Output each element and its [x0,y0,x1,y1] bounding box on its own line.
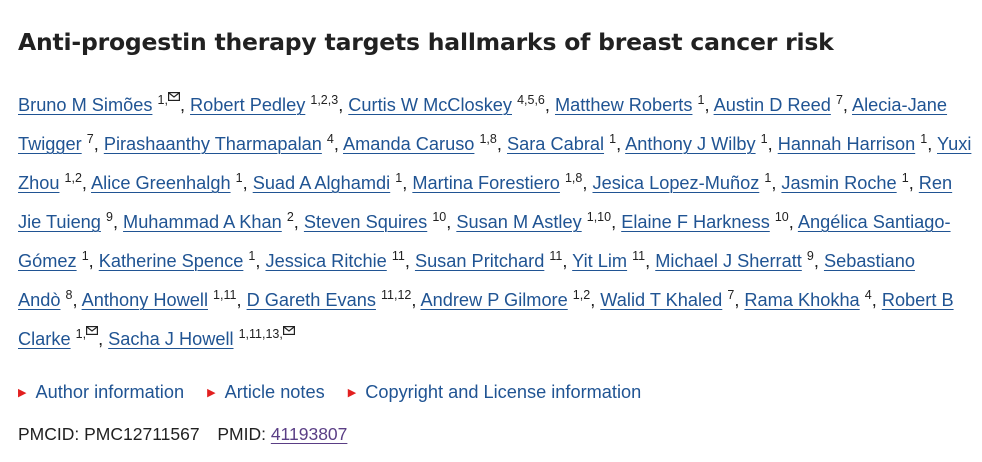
affiliation-marker: 10 [774,210,789,225]
affiliation-marker: 1 [248,249,256,264]
author-link-ren-jie-tuieng[interactable]: Ren Jie Tuieng [18,173,953,232]
author-link-curtis-w-mccloskey[interactable]: Curtis W McCloskey [348,95,512,115]
affiliation-marker: 1, [157,93,168,108]
affiliation-marker: 1 [760,132,768,147]
author-link-suad-a-alghamdi[interactable]: Suad A Alghamdi [252,173,391,193]
envelope-icon[interactable] [86,326,99,335]
affiliation-marker: 1 [920,132,928,147]
author-information-toggle[interactable]: ▶ Author information [18,382,184,403]
affiliation-marker: 1,2 [64,171,82,186]
copyright-license-label: Copyright and License information [365,382,642,402]
affiliation-marker: 1,11 [213,288,237,303]
affiliation-marker: 9 [806,249,814,264]
author-link-susan-m-astley[interactable]: Susan M Astley [456,212,582,232]
author-link-anthony-j-wilby[interactable]: Anthony J Wilby [625,134,756,154]
affiliation-marker: 4 [326,132,334,147]
author-link-jasmin-roche[interactable]: Jasmin Roche [781,173,897,193]
affiliation-marker: 4,5,6 [517,93,545,108]
affiliation-marker: 2 [286,210,294,225]
affiliation-marker: 1 [901,171,909,186]
affiliation-marker: 7 [727,288,735,303]
affiliation-marker: 4 [864,288,872,303]
affiliation-marker: 11,12 [381,288,412,303]
author-link-yit-lim[interactable]: Yit Lim [572,251,628,271]
affiliation-marker: 1 [235,171,243,186]
affiliation-marker: 1 [764,171,772,186]
affiliation-marker: 11 [391,249,405,264]
author-link-muhammad-a-khan[interactable]: Muhammad A Khan [123,212,282,232]
author-link-rama-khokha[interactable]: Rama Khokha [744,290,860,310]
author-link-alice-greenhalgh[interactable]: Alice Greenhalgh [91,173,231,193]
author-link-robert-b-clarke[interactable]: Robert B Clarke [18,290,954,349]
envelope-icon[interactable] [282,326,295,335]
affiliation-marker: 7 [835,93,843,108]
affiliation-marker: 1 [81,249,89,264]
affiliation-marker: 1, [75,327,87,342]
author-link-anthony-howell[interactable]: Anthony Howell [81,290,208,310]
article-notes-bar: ▶ Author information ▶ Article notes ▶ Copy… [18,382,659,403]
article-notes-label: Article notes [224,382,325,402]
affiliation-marker: 1,2 [572,288,591,303]
article-notes-toggle[interactable]: ▶ Article notes [207,382,325,403]
author-link-bruno-m-simoes[interactable]: Bruno M Simões [18,95,153,115]
affiliation-marker: 1,10 [586,210,612,225]
author-link-austin-d-reed[interactable]: Austin D Reed [713,95,831,115]
author-link-sara-cabral[interactable]: Sara Cabral [506,134,605,154]
author-link-andrew-p-gilmore[interactable]: Andrew P Gilmore [420,290,568,310]
affiliation-marker: 8 [65,288,73,303]
affiliation-marker: 1 [697,93,705,108]
envelope-icon[interactable] [167,92,180,101]
author-information-label: Author information [35,382,185,402]
pmid-link[interactable]: 41193807 [270,424,348,444]
affiliation-marker: 1 [395,171,403,186]
copyright-license-toggle[interactable]: ▶ Copyright and License information [348,382,641,403]
triangle-right-icon: ▶ [18,387,27,399]
author-link-katherine-spence[interactable]: Katherine Spence [98,251,244,271]
affiliation-marker: 11 [632,249,646,264]
author-link-d-gareth-evans[interactable]: D Gareth Evans [246,290,376,310]
author-link-steven-squires[interactable]: Steven Squires [303,212,428,232]
affiliation-marker: 1,2,3 [310,93,339,108]
triangle-right-icon: ▶ [347,387,357,399]
affiliation-marker: 1,11,13, [238,327,283,342]
author-link-walid-t-khaled[interactable]: Walid T Khaled [600,290,723,310]
author-link-sebastiano-ando[interactable]: Sebastiano Andò [18,251,915,310]
affiliation-marker: 10 [432,210,447,225]
author-link-angelica-santiago-gomez[interactable]: Angélica Santiago-Gómez [18,212,951,271]
pmcid-value: PMC12711567 [84,424,200,444]
article-identifiers: PMCID: PMC12711567 PMID: 41193807 [18,424,347,445]
author-link-elaine-f-harkness[interactable]: Elaine F Harkness [621,212,770,232]
article-title: Anti-progestin therapy targets hallmarks… [18,28,834,56]
author-link-martina-forestiero[interactable]: Martina Forestiero [412,173,560,193]
affiliation-marker: 1 [609,132,617,147]
author-link-jessica-ritchie[interactable]: Jessica Ritchie [265,251,387,271]
triangle-right-icon: ▶ [207,387,216,399]
affiliation-marker: 7 [86,132,94,147]
author-link-yuxi-zhou[interactable]: Yuxi Zhou [18,134,972,193]
pmcid-label: PMCID: [18,424,80,444]
author-link-pirashaanthy-tharmapalan[interactable]: Pirashaanthy Tharmapalan [103,134,322,154]
affiliation-marker: 1,8 [564,171,583,186]
affiliation-marker: 1,8 [479,132,497,147]
affiliation-marker: 11 [549,249,563,264]
author-link-robert-pedley[interactable]: Robert Pedley [190,95,306,115]
author-link-matthew-roberts[interactable]: Matthew Roberts [554,95,693,115]
author-link-jesica-lopez-munoz[interactable]: Jesica Lopez-Muñoz [592,173,760,193]
author-link-alecia-jane-twigger[interactable]: Alecia-Jane Twigger [18,95,948,154]
author-link-sacha-j-howell[interactable]: Sacha J Howell [108,329,234,349]
author-list: Bruno M Simões 1,, Robert Pedley 1,2,3, … [18,92,972,349]
author-link-susan-pritchard[interactable]: Susan Pritchard [414,251,545,271]
pmid-label: PMID: [217,424,266,444]
author-link-amanda-caruso[interactable]: Amanda Caruso [342,134,475,154]
author-link-hannah-harrison[interactable]: Hannah Harrison [777,134,916,154]
author-link-michael-j-sherratt[interactable]: Michael J Sherratt [655,251,802,271]
affiliation-marker: 9 [105,210,113,225]
